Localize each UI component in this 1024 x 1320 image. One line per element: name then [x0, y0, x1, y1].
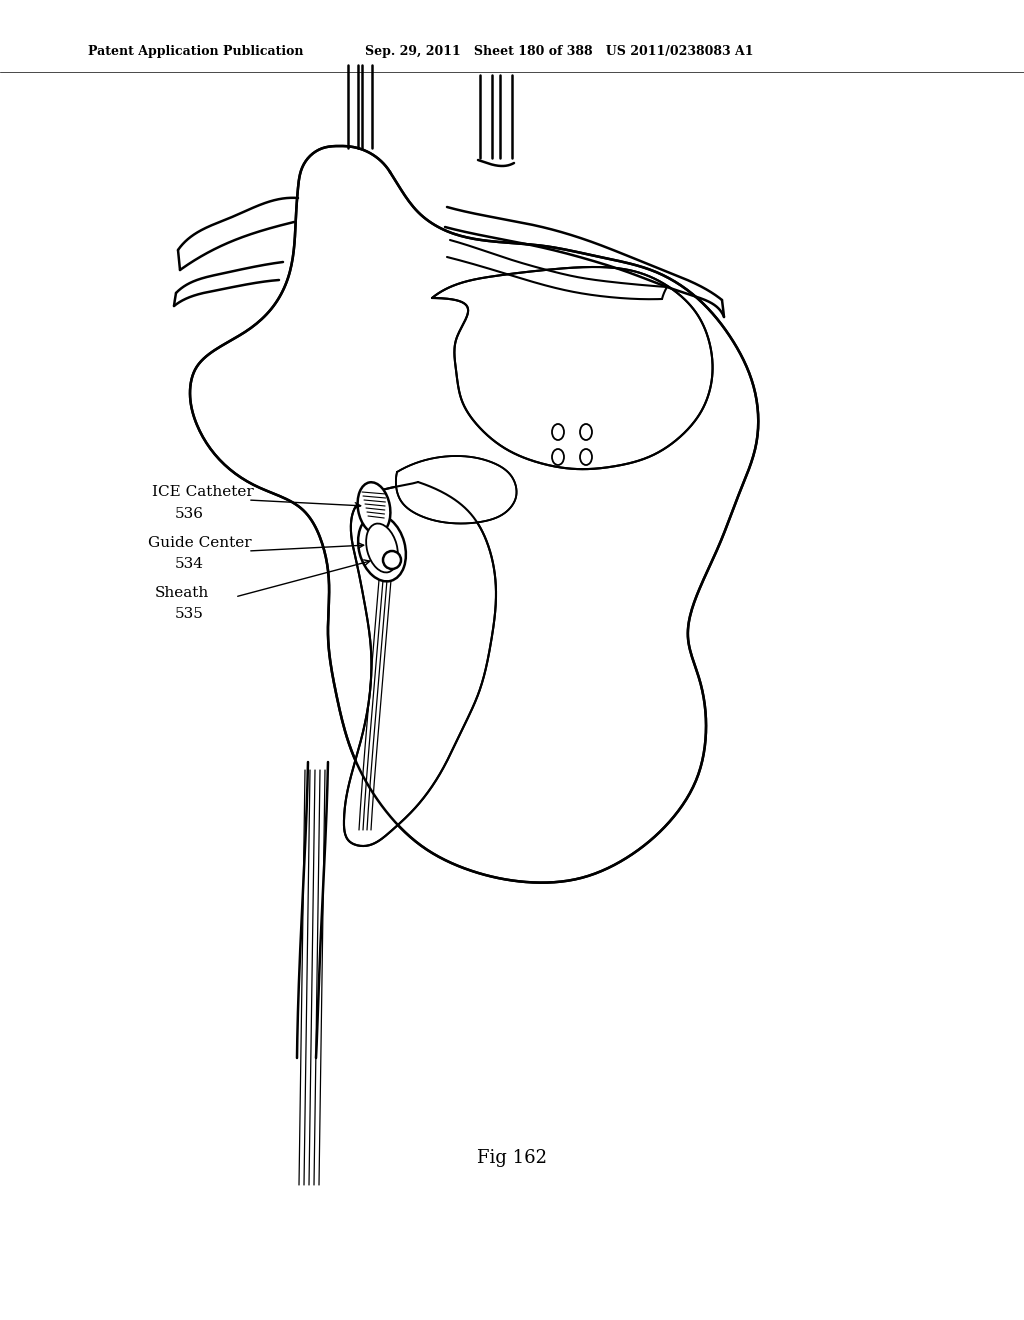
Text: Fig 162: Fig 162 — [477, 1148, 547, 1167]
Ellipse shape — [552, 424, 564, 440]
Text: Sep. 29, 2011   Sheet 180 of 388   US 2011/0238083 A1: Sep. 29, 2011 Sheet 180 of 388 US 2011/0… — [365, 45, 754, 58]
Polygon shape — [396, 455, 516, 524]
Text: ICE Catheter: ICE Catheter — [152, 484, 254, 499]
Text: 534: 534 — [175, 557, 204, 572]
Text: Guide Center: Guide Center — [148, 536, 252, 550]
Polygon shape — [344, 482, 496, 846]
Text: Sheath: Sheath — [155, 586, 209, 601]
Text: 536: 536 — [175, 507, 204, 521]
Ellipse shape — [358, 515, 406, 581]
Ellipse shape — [580, 424, 592, 440]
Text: Patent Application Publication: Patent Application Publication — [88, 45, 303, 58]
Polygon shape — [190, 147, 759, 883]
Polygon shape — [432, 267, 713, 469]
Ellipse shape — [357, 482, 390, 533]
Ellipse shape — [552, 449, 564, 465]
Circle shape — [383, 550, 401, 569]
Text: 535: 535 — [175, 607, 204, 620]
Ellipse shape — [367, 524, 398, 573]
Ellipse shape — [580, 449, 592, 465]
